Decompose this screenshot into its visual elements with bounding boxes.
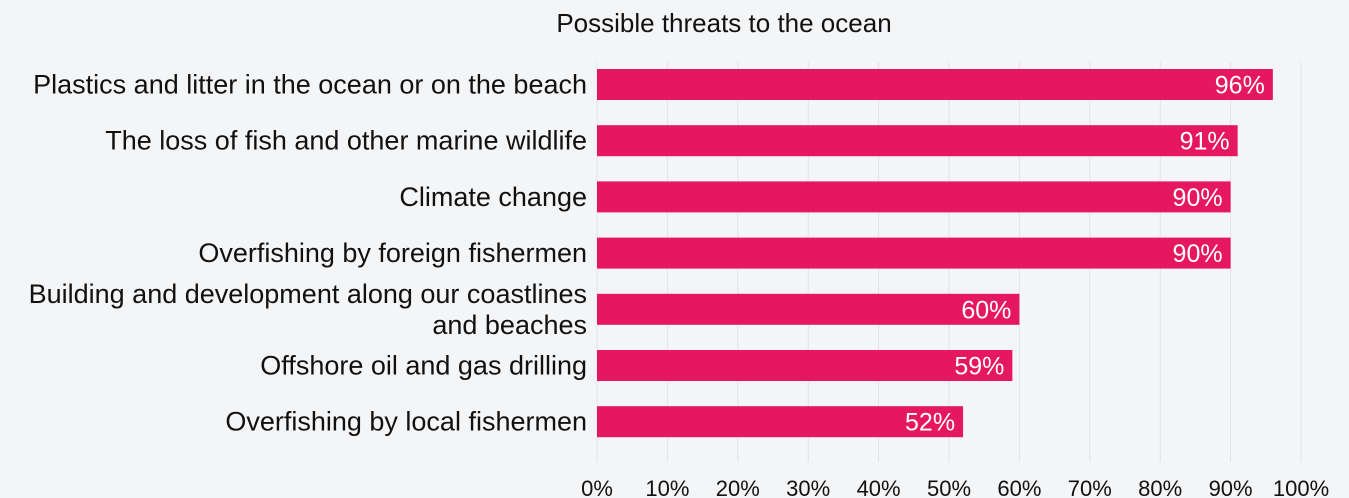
data-label: 90% bbox=[1173, 184, 1223, 212]
bar bbox=[597, 406, 964, 438]
x-axis-ticks: 0% 10% 20% 30% 40% 50% 60% 70% 80% 90% 100% bbox=[581, 476, 1329, 498]
x-tick-label: 40% bbox=[857, 476, 901, 498]
category-label-line: and beaches bbox=[432, 310, 587, 340]
category-label: Overfishing by local fishermen bbox=[225, 407, 587, 437]
bar bbox=[597, 237, 1231, 269]
category-label-line: Climate change bbox=[399, 182, 587, 212]
category-label: Climate change bbox=[399, 182, 587, 212]
category-labels: Plastics and litter in the ocean or on t… bbox=[29, 70, 587, 437]
data-label: 59% bbox=[954, 353, 1004, 381]
bars: 96% 91% 90% 90% 60% 59% 52% bbox=[597, 69, 1273, 438]
category-label: Building and development along our coast… bbox=[29, 279, 587, 340]
category-label: Offshore oil and gas drilling bbox=[260, 351, 587, 381]
x-tick-label: 30% bbox=[786, 476, 830, 498]
data-label: 52% bbox=[905, 409, 955, 437]
category-label-line: The loss of fish and other marine wildli… bbox=[105, 126, 587, 156]
category-label: Plastics and litter in the ocean or on t… bbox=[33, 70, 587, 100]
data-label: 90% bbox=[1173, 240, 1223, 268]
x-tick-label: 0% bbox=[581, 476, 613, 498]
category-label-line: Overfishing by local fishermen bbox=[225, 407, 587, 437]
x-tick-label: 100% bbox=[1273, 476, 1329, 498]
category-label: Overfishing by foreign fishermen bbox=[198, 238, 587, 268]
data-label: 91% bbox=[1180, 128, 1230, 156]
x-tick-label: 60% bbox=[997, 476, 1041, 498]
bar bbox=[597, 125, 1238, 157]
category-label-line: Building and development along our coast… bbox=[29, 279, 587, 309]
x-tick-label: 90% bbox=[1209, 476, 1253, 498]
data-label: 60% bbox=[961, 296, 1011, 324]
x-tick-label: 80% bbox=[1138, 476, 1182, 498]
chart-title: Possible threats to the ocean bbox=[556, 8, 891, 38]
bar bbox=[597, 350, 1013, 381]
bar bbox=[597, 181, 1231, 213]
x-tick-label: 20% bbox=[716, 476, 760, 498]
category-label-line: Plastics and litter in the ocean or on t… bbox=[33, 70, 587, 100]
x-tick-label: 70% bbox=[1068, 476, 1112, 498]
x-tick-label: 50% bbox=[927, 476, 971, 498]
bar bbox=[597, 69, 1273, 100]
category-label-line: Overfishing by foreign fishermen bbox=[198, 238, 587, 268]
data-label: 96% bbox=[1215, 72, 1265, 100]
category-label: The loss of fish and other marine wildli… bbox=[105, 126, 587, 156]
category-label-line: Offshore oil and gas drilling bbox=[260, 351, 587, 381]
bar bbox=[597, 293, 1020, 325]
x-tick-label: 10% bbox=[645, 476, 689, 498]
